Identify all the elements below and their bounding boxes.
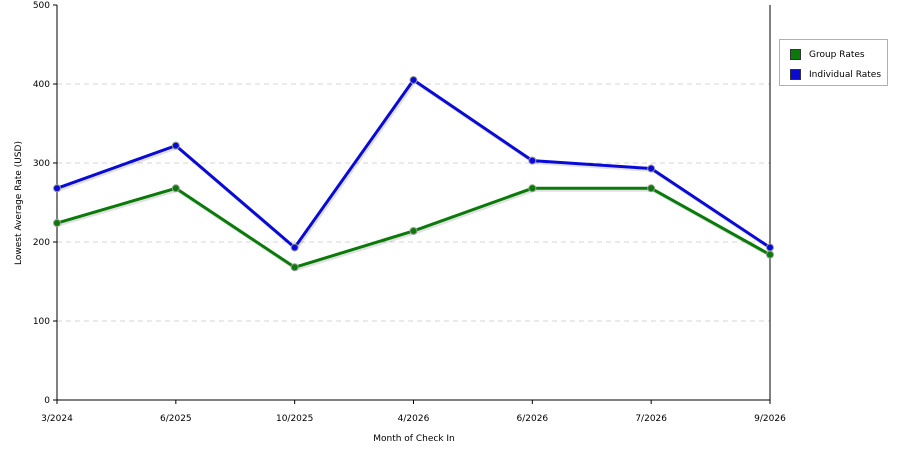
data-point [290,243,299,252]
series-shadow [57,80,773,252]
y-tick-labels: 0 100 200 300 400 500 [33,1,50,406]
x-tick-label: 9/2026 [754,414,786,424]
x-tick-label: 6/2025 [160,414,192,424]
legend-label-group-rates: Group Rates [809,49,865,60]
x-tick-label: 4/2026 [398,414,430,424]
legend-swatch-group-rates [790,49,801,60]
data-point [171,184,180,193]
data-point [53,184,61,193]
data-point [528,156,537,165]
series-line-1 [56,78,771,250]
x-tick-label: 6/2026 [516,414,548,424]
axes [53,4,771,404]
grid-lines [57,83,770,322]
x-axis-label: Month of Check In [373,434,455,444]
legend-label-individual-rates: Individual Rates [809,69,882,80]
data-point [766,250,774,259]
y-tick-label: 400 [33,80,50,90]
legend-item-group-rates: Group Rates [790,48,865,61]
x-tick-label: 7/2026 [635,414,667,424]
data-point [171,141,180,150]
y-tick-label: 100 [33,317,50,327]
series-lines [56,78,773,271]
y-tick-label: 500 [33,1,50,11]
legend-item-individual-rates: Individual Rates [790,68,881,81]
y-tick-label: 200 [33,238,50,248]
y-tick-label: 300 [33,159,50,169]
x-tick-label: 10/2025 [276,414,313,424]
data-point [647,164,656,173]
legend: Group Rates Individual Rates [779,39,888,86]
data-point [528,184,537,193]
x-tick-label: 3/2024 [41,414,73,424]
data-point [647,184,656,193]
data-point [409,76,418,85]
legend-swatch-individual-rates [790,69,801,80]
data-point [290,263,299,272]
x-tick-labels: 3/2024 6/2025 10/2025 4/2026 6/2026 7/2026 9/2… [41,414,786,424]
data-point [409,226,418,235]
data-point [53,219,61,228]
y-tick-label: 0 [44,396,50,406]
y-axis-label: Lowest Average Rate (USD) [14,141,24,265]
data-point [766,243,774,252]
data-points [53,76,774,272]
